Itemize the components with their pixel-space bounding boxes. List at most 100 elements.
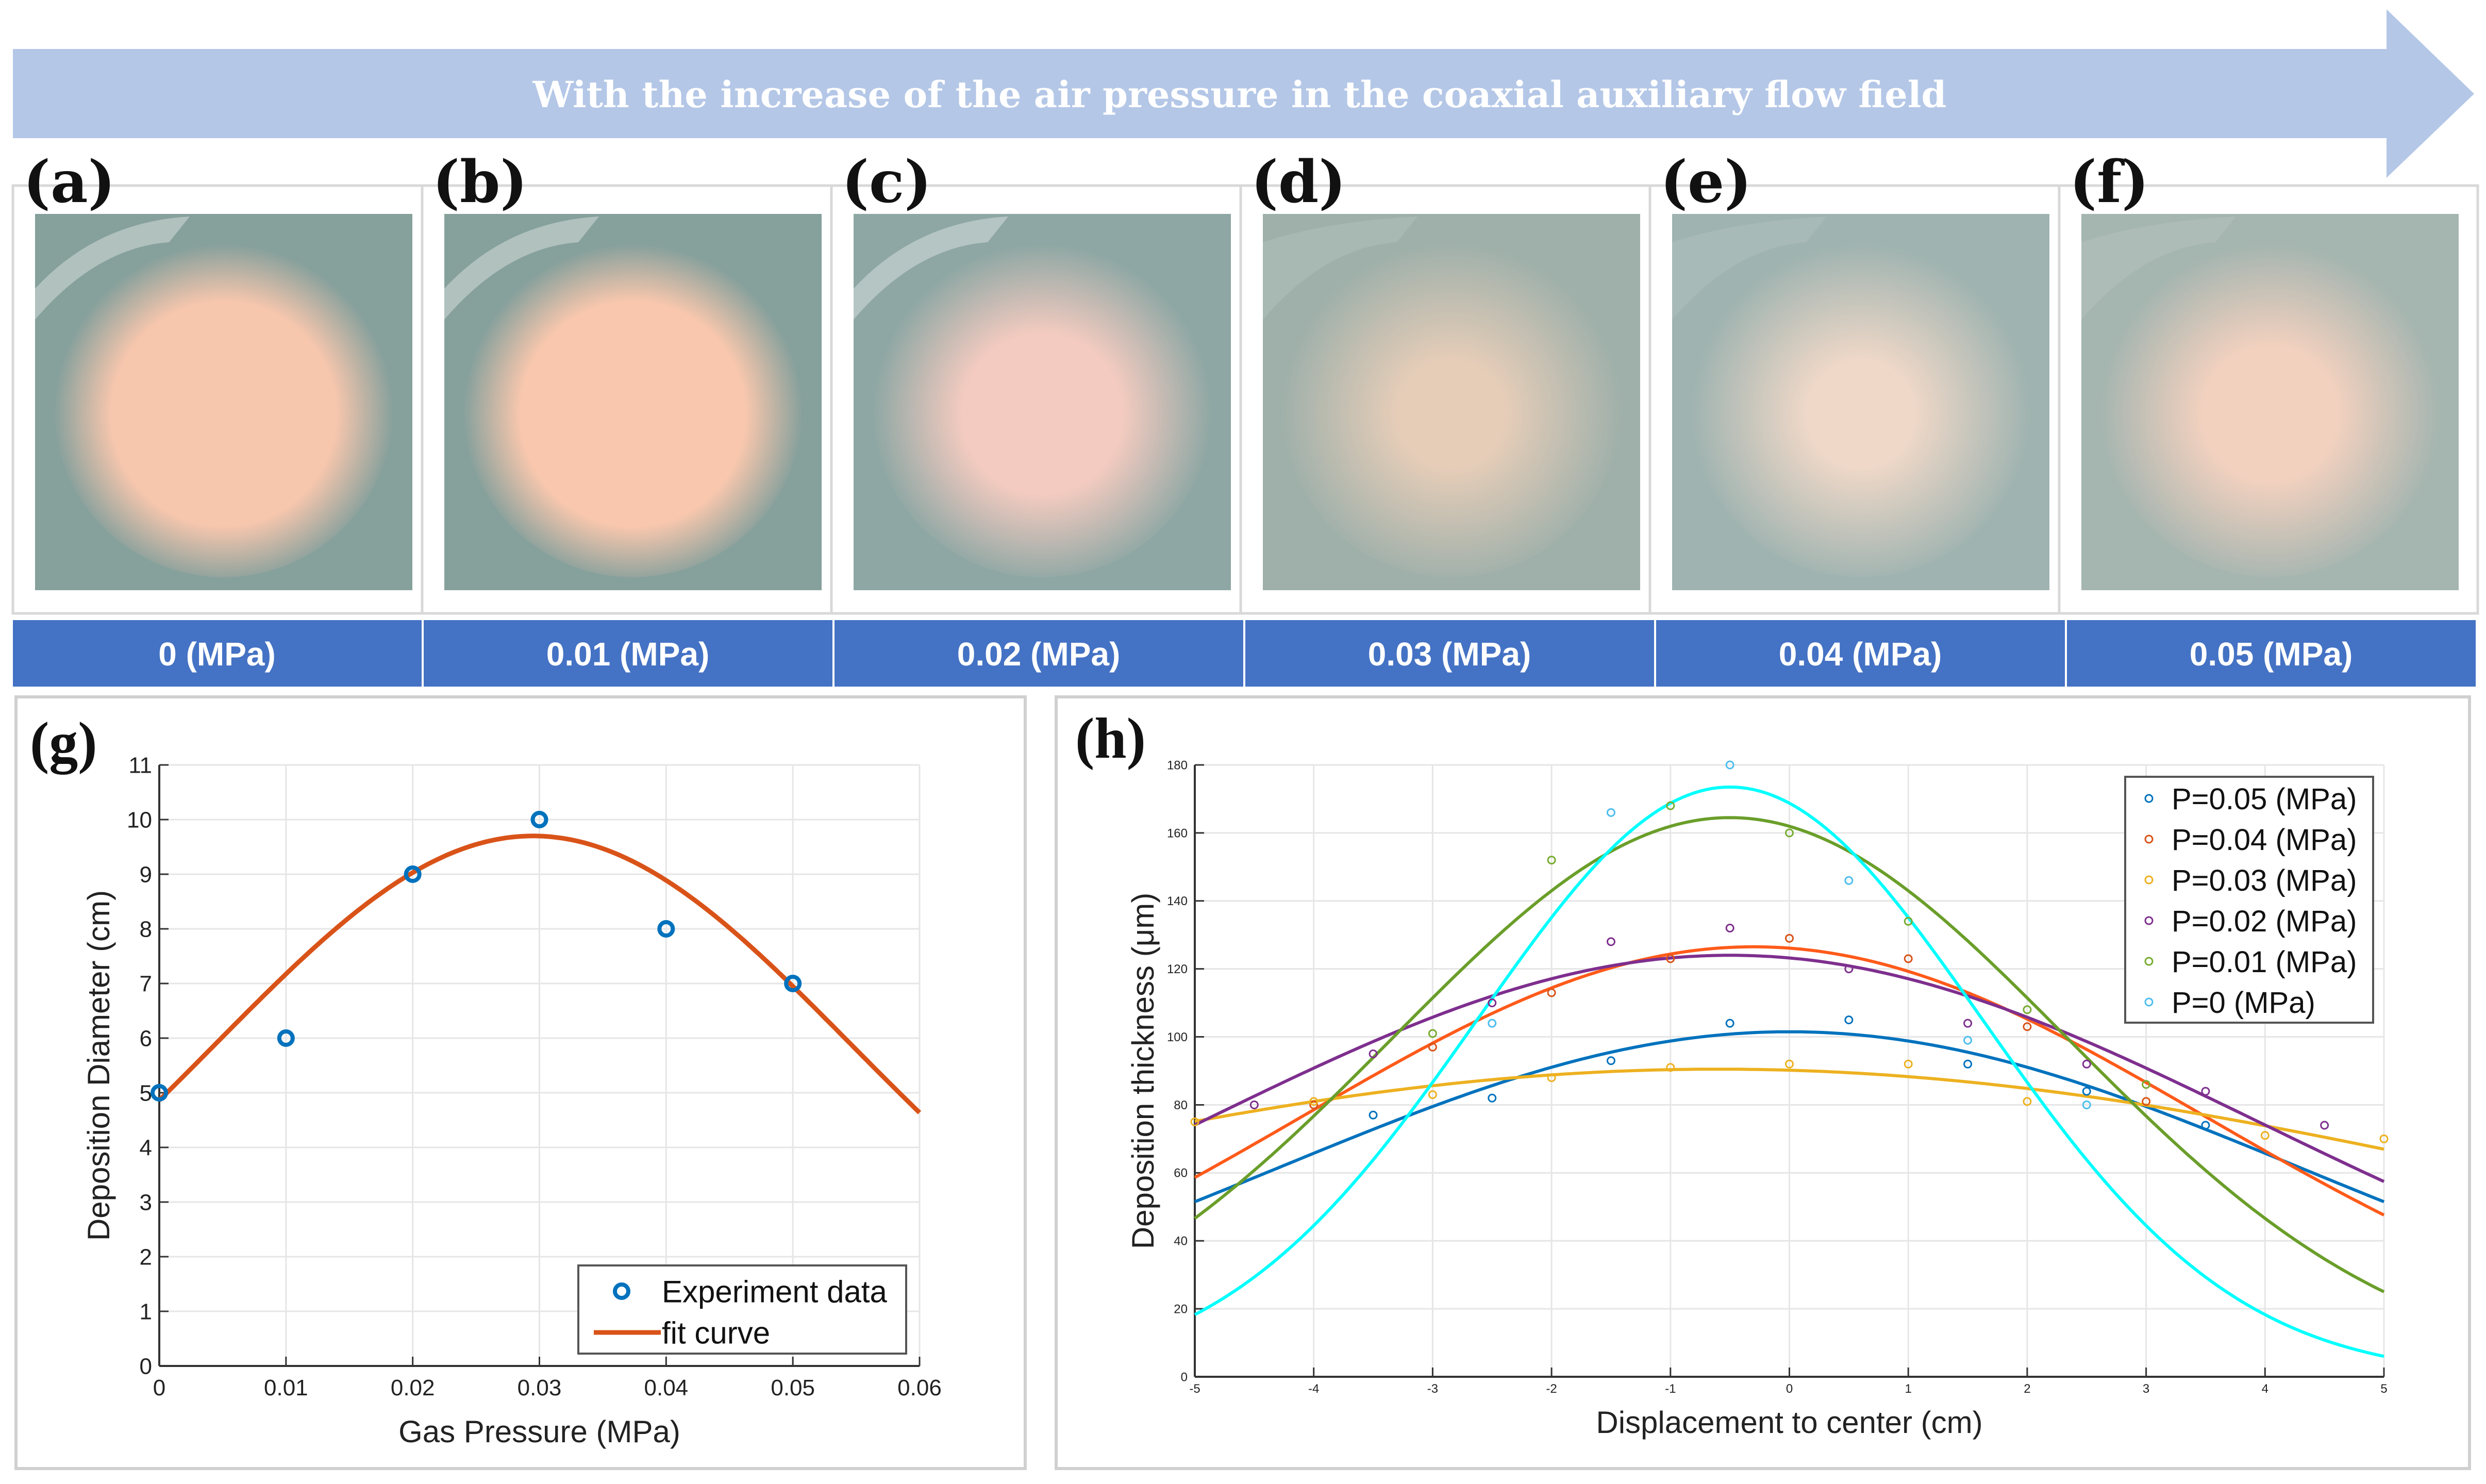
pressure-cell bbox=[424, 620, 832, 687]
data-point bbox=[1785, 1059, 1794, 1069]
x-tick-label: -3 bbox=[1427, 1382, 1438, 1396]
deposition-spot bbox=[1691, 237, 2031, 577]
data-point bbox=[1488, 1093, 1497, 1103]
data-point bbox=[2082, 1100, 2091, 1109]
fit-curve-line bbox=[1194, 785, 2384, 1358]
pressure-label-bar: 0 (MPa) 0.01 (MPa) 0.02 (MPa) 0.03 (MPa) 0.0… bbox=[13, 620, 2476, 687]
panel-label: (e) bbox=[1660, 148, 1751, 216]
legend-label: Experiment data bbox=[662, 1275, 888, 1309]
photo-panel: (d) bbox=[1239, 148, 1661, 615]
data-point bbox=[1904, 1059, 1913, 1069]
x-tick-label: -2 bbox=[1546, 1382, 1557, 1396]
data-point bbox=[1606, 808, 1615, 817]
pressure-cell bbox=[835, 620, 1243, 687]
legend-marker-swatch bbox=[2144, 835, 2154, 844]
fit-curve-line bbox=[1194, 954, 2385, 1183]
legend: Experiment data fit curve bbox=[577, 1264, 907, 1355]
deposition-spot bbox=[872, 237, 1212, 577]
photo-row: (a) (b) (c) (d) (e) (f) bbox=[11, 148, 2479, 615]
data-point bbox=[1249, 1100, 1259, 1109]
data-point bbox=[2379, 1134, 2389, 1143]
legend-item: P=0.02 (MPa) bbox=[2144, 905, 2357, 938]
data-point bbox=[404, 865, 422, 883]
legend-label: P=0 (MPa) bbox=[2172, 986, 2315, 1020]
panel-label: (c) bbox=[842, 148, 931, 216]
deposition-spot bbox=[463, 237, 803, 577]
data-point bbox=[1666, 954, 1675, 963]
data-point bbox=[1785, 933, 1794, 943]
data-point bbox=[2201, 1121, 2210, 1130]
data-point bbox=[1844, 1015, 1854, 1025]
legend-marker-swatch bbox=[2144, 916, 2154, 925]
data-point bbox=[2201, 1087, 2210, 1096]
data-point bbox=[1963, 1059, 1973, 1069]
y-axis-label: Deposition Diameter (cm) bbox=[81, 890, 116, 1241]
data-point bbox=[2260, 1131, 2270, 1140]
data-point bbox=[1725, 1019, 1734, 1028]
y-tick-label: 100 bbox=[1167, 1030, 1188, 1044]
x-tick-label: -1 bbox=[1665, 1382, 1676, 1396]
data-point bbox=[1963, 1019, 1973, 1028]
photo-panel: (f) bbox=[2058, 148, 2479, 615]
y-tick-label: 6 bbox=[140, 1026, 152, 1051]
data-point bbox=[1725, 760, 1734, 770]
data-point bbox=[1309, 1100, 1319, 1109]
photo-panel: (c) bbox=[830, 148, 1252, 615]
data-point bbox=[151, 1084, 168, 1102]
data-point bbox=[1488, 1019, 1497, 1028]
panel-label: (f) bbox=[2070, 148, 2149, 216]
x-tick-label: 3 bbox=[2143, 1382, 2149, 1396]
x-axis-label: Gas Pressure (MPa) bbox=[398, 1414, 680, 1449]
pressure-label: 0.05 (MPa) bbox=[2190, 636, 2353, 673]
y-tick-label: 80 bbox=[1174, 1098, 1188, 1112]
legend-item: P=0.04 (MPa) bbox=[2144, 823, 2357, 857]
data-point bbox=[2142, 1097, 2151, 1106]
y-axis-label: Deposition thickness (μm) bbox=[1126, 893, 1160, 1249]
data-point bbox=[1309, 1097, 1319, 1106]
light-reflection bbox=[2081, 216, 2236, 320]
data-point bbox=[1428, 1090, 1437, 1099]
data-point bbox=[2082, 1059, 2091, 1069]
y-tick-label: 9 bbox=[140, 862, 152, 887]
pressure-cell bbox=[2067, 620, 2476, 687]
y-tick-label: 11 bbox=[128, 753, 152, 778]
legend-label: P=0.02 (MPa) bbox=[2172, 905, 2357, 938]
y-tick-label: 60 bbox=[1174, 1166, 1188, 1180]
data-point bbox=[1963, 1036, 1973, 1045]
data-point bbox=[1428, 1029, 1437, 1038]
legend-marker-swatch bbox=[2144, 794, 2154, 803]
pressure-label: 0.01 (MPa) bbox=[546, 636, 710, 673]
pressure-label: 0.03 (MPa) bbox=[1368, 636, 1531, 673]
x-tick-label: 0 bbox=[153, 1375, 165, 1400]
pressure-cell bbox=[1656, 620, 2065, 687]
data-point bbox=[1785, 828, 1794, 838]
legend-item: P=0 (MPa) bbox=[2144, 986, 2315, 1020]
pressure-label: 0.04 (MPa) bbox=[1779, 636, 1942, 673]
legend-item: fit curve bbox=[594, 1316, 770, 1350]
progress-arrow-banner: With the increase of the air pressure in… bbox=[13, 9, 2474, 178]
data-point bbox=[1725, 924, 1734, 933]
data-point bbox=[1190, 1117, 1199, 1126]
x-tick-label: 1 bbox=[1905, 1382, 1912, 1396]
light-reflection bbox=[854, 216, 1008, 320]
light-reflection bbox=[444, 216, 599, 320]
fit-curve-line bbox=[157, 833, 922, 1114]
x-tick-label: 5 bbox=[2380, 1382, 2387, 1396]
light-reflection bbox=[35, 216, 190, 320]
chart-g: 0 0.01 0.02 0.03 0.04 0.05 0.06 0 1 2 3 4 5 6 7 8 9 10 11 G… bbox=[30, 711, 942, 1449]
legend-item: P=0.05 (MPa) bbox=[2144, 782, 2357, 816]
deposition-spot bbox=[1281, 237, 1622, 577]
pressure-cell bbox=[1245, 620, 1654, 687]
y-tick-label: 180 bbox=[1167, 758, 1188, 772]
y-tick-label: 120 bbox=[1167, 962, 1188, 976]
x-tick-label: 0.03 bbox=[518, 1375, 562, 1400]
legend-label: fit curve bbox=[662, 1316, 770, 1350]
legend-label: P=0.05 (MPa) bbox=[2172, 782, 2357, 816]
y-tick-label: 160 bbox=[1167, 826, 1188, 840]
chart-h: -5 -4 -3 -2 -1 0 1 2 3 4 5 0 20 40 60 80 100 120 140 160 180… bbox=[1075, 707, 2389, 1440]
data-point bbox=[1369, 1110, 1378, 1120]
y-tick-label: 140 bbox=[1167, 894, 1188, 908]
x-tick-label: 0.05 bbox=[771, 1375, 815, 1400]
x-tick-label: 2 bbox=[2024, 1382, 2030, 1396]
